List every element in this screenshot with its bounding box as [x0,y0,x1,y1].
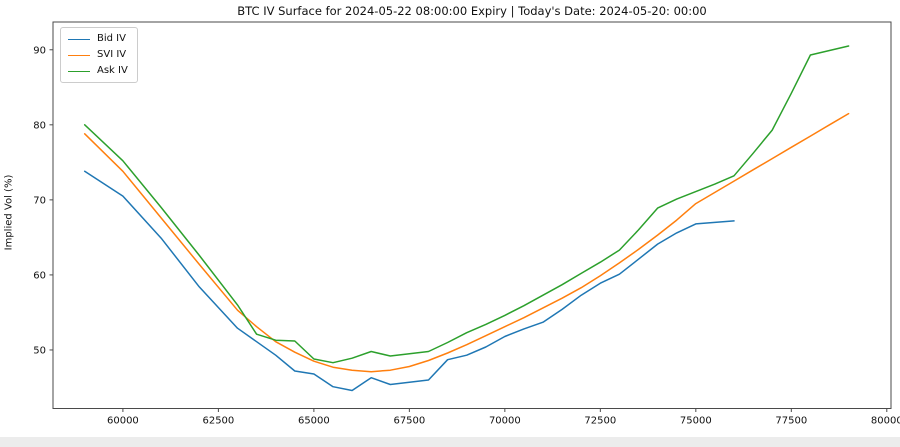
ask-iv-line [83,45,850,364]
chart-title: BTC IV Surface for 2024-05-22 08:00:00 E… [237,4,707,18]
y-tick-label: 80 [33,120,46,131]
legend-line-swatch [68,38,90,40]
x-tick-label: 65000 [298,416,330,427]
x-tick-label: 77500 [775,416,807,427]
legend-label: Bid IV [97,33,126,44]
y-tick-label: 60 [33,270,46,281]
legend-entry-bid-iv: Bid IV [68,33,128,45]
x-tick-label: 72500 [584,416,616,427]
y-tick-label: 50 [33,345,46,356]
x-tick-label: 67500 [393,416,425,427]
y-tick-label: 70 [33,195,46,206]
legend-label: Ask IV [97,65,128,76]
svi-iv-line [83,112,850,373]
legend-line-swatch [68,54,90,56]
x-tick-label: 60000 [107,416,139,427]
x-tick-label: 62500 [202,416,234,427]
x-tick-label: 75000 [680,416,712,427]
axes-frame [52,21,892,409]
legend-entry-ask-iv: Ask IV [68,65,128,77]
legend-label: SVI IV [97,49,127,60]
x-tick-label: 80000 [871,416,900,427]
y-tick-label: 90 [33,45,46,56]
legend-line-swatch [68,70,90,72]
bid-iv-line [83,170,735,392]
chart-figure: BTC IV Surface for 2024-05-22 08:00:00 E… [0,0,900,437]
legend-entry-svi-iv: SVI IV [68,49,128,61]
x-tick-label: 70000 [489,416,521,427]
legend: Bid IV SVI IV Ask IV [60,27,138,83]
